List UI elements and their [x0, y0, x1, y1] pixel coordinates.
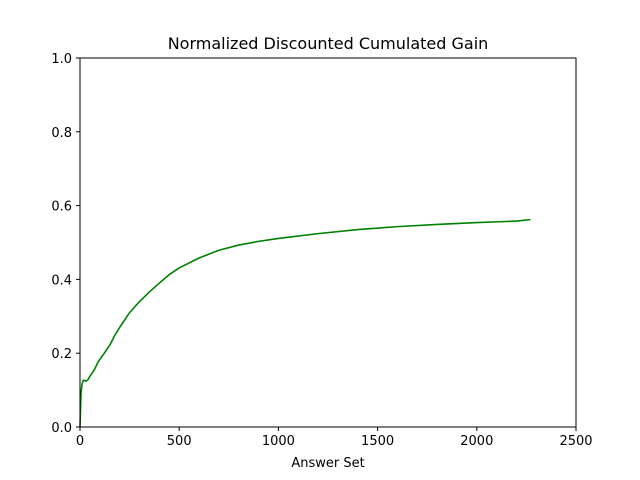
x-tick-label: 1500: [361, 434, 394, 449]
y-tick-label: 1.0: [51, 52, 72, 67]
plot-frame: [79, 57, 577, 428]
x-tick-label: 500: [167, 434, 192, 449]
y-tick-label: 0.2: [51, 347, 72, 362]
chart-title: Normalized Discounted Cumulated Gain: [168, 34, 489, 53]
x-tick-label: 2000: [460, 434, 493, 449]
y-axis: 0.0 0.2 0.4 0.6 0.8 1.0: [51, 52, 80, 436]
x-tick-label: 0: [76, 434, 84, 449]
series-line-0: [79, 218, 531, 428]
y-tick-label: 0.4: [51, 273, 72, 288]
x-axis-label: Answer Set: [291, 456, 364, 471]
x-tick-label: 1000: [262, 434, 295, 449]
x-tick-label: 2500: [559, 434, 592, 449]
y-tick-label: 0.6: [51, 200, 72, 215]
y-tick-label: 0.0: [51, 421, 72, 436]
x-axis: 0 500 1000 1500 2000 2500: [76, 427, 593, 449]
y-tick-label: 0.8: [51, 126, 72, 141]
